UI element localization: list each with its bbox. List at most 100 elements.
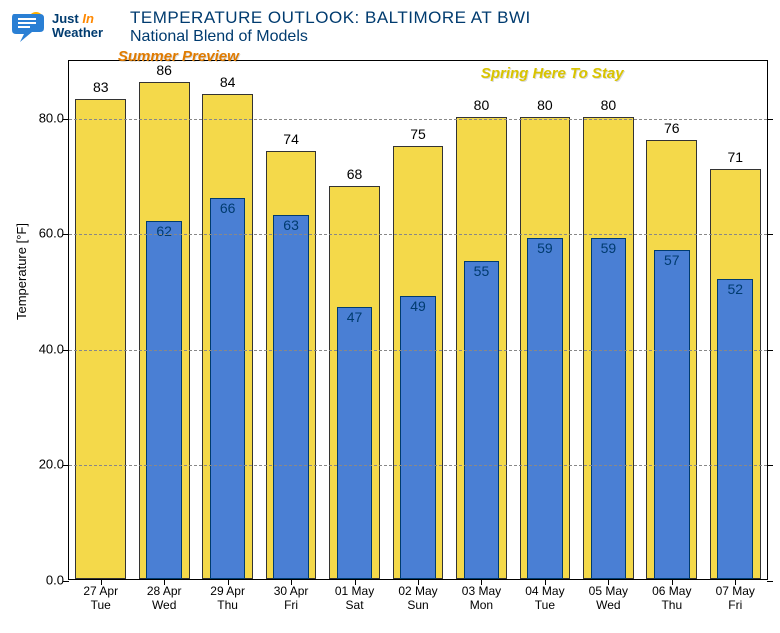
value-high: 84 [196, 74, 259, 90]
x-tick-dow: Sun [386, 599, 449, 613]
value-low: 57 [640, 252, 703, 268]
x-tick-date: 05 May [577, 585, 640, 599]
plot-area: 8327 AprTue866228 AprWed846629 AprThu746… [68, 60, 768, 580]
chart-annotation: Summer Preview [118, 48, 239, 65]
x-tick-label: 29 AprThu [196, 579, 259, 613]
x-tick-label: 05 MayWed [577, 579, 640, 613]
title-line1: TEMPERATURE OUTLOOK: BALTIMORE AT BWI [130, 8, 531, 28]
bar-low [146, 221, 182, 579]
value-high: 75 [386, 126, 449, 142]
x-tick-label: 02 MaySun [386, 579, 449, 613]
value-low: 47 [323, 309, 386, 325]
x-tick-date: 27 Apr [69, 585, 132, 599]
bar-slot: 8327 AprTue [69, 61, 132, 579]
x-tick-label: 27 AprTue [69, 579, 132, 613]
gridline [69, 465, 767, 466]
x-tick-label: 03 MayMon [450, 579, 513, 613]
bar-low [400, 296, 436, 579]
logo-text: Just In Weather [52, 12, 103, 39]
bars-container: 8327 AprTue866228 AprWed846629 AprThu746… [69, 61, 767, 579]
y-tick-mark [767, 350, 773, 351]
value-low: 59 [577, 240, 640, 256]
value-high: 80 [513, 97, 576, 113]
bar-low [464, 261, 500, 579]
bar-slot: 805904 MayTue [513, 61, 576, 579]
value-low: 62 [132, 223, 195, 239]
logo-icon [10, 6, 50, 46]
bar-low [210, 198, 246, 579]
bar-slot: 805503 MayMon [450, 61, 513, 579]
gridline [69, 119, 767, 120]
y-tick-label: 20.0 [14, 457, 64, 472]
x-tick-date: 30 Apr [259, 585, 322, 599]
bar-low [654, 250, 690, 579]
x-tick-dow: Wed [577, 599, 640, 613]
bar-slot: 765706 MayThu [640, 61, 703, 579]
bar-high [75, 99, 126, 579]
value-high: 71 [704, 149, 767, 165]
bar-slot: 866228 AprWed [132, 61, 195, 579]
value-low: 63 [259, 217, 322, 233]
value-low: 52 [704, 281, 767, 297]
bar-low [337, 307, 373, 579]
x-tick-dow: Fri [259, 599, 322, 613]
value-high: 80 [450, 97, 513, 113]
x-tick-date: 29 Apr [196, 585, 259, 599]
y-tick-label: 80.0 [14, 110, 64, 125]
logo-word-weather: Weather [52, 26, 103, 40]
x-tick-date: 03 May [450, 585, 513, 599]
x-tick-date: 04 May [513, 585, 576, 599]
bar-low [527, 238, 563, 579]
x-tick-date: 07 May [704, 585, 767, 599]
bar-low [273, 215, 309, 579]
x-tick-date: 02 May [386, 585, 449, 599]
x-tick-date: 28 Apr [132, 585, 195, 599]
x-tick-dow: Mon [450, 599, 513, 613]
value-low: 55 [450, 263, 513, 279]
bar-slot: 746330 AprFri [259, 61, 322, 579]
value-high: 76 [640, 120, 703, 136]
chart-annotation: Spring Here To Stay [481, 65, 624, 82]
y-tick-label: 40.0 [14, 341, 64, 356]
x-tick-dow: Tue [69, 599, 132, 613]
x-tick-dow: Thu [196, 599, 259, 613]
bar-slot: 715207 MayFri [704, 61, 767, 579]
value-low: 66 [196, 200, 259, 216]
gridline [69, 350, 767, 351]
y-tick-mark [767, 234, 773, 235]
bar-slot: 754902 MaySun [386, 61, 449, 579]
bar-slot: 805905 MayWed [577, 61, 640, 579]
x-tick-label: 30 AprFri [259, 579, 322, 613]
value-low: 49 [386, 298, 449, 314]
bar-slot: 846629 AprThu [196, 61, 259, 579]
x-tick-date: 01 May [323, 585, 386, 599]
x-tick-dow: Thu [640, 599, 703, 613]
value-high: 80 [577, 97, 640, 113]
x-tick-label: 28 AprWed [132, 579, 195, 613]
x-tick-label: 07 MayFri [704, 579, 767, 613]
chart-title: TEMPERATURE OUTLOOK: BALTIMORE AT BWI Na… [130, 8, 531, 46]
x-tick-label: 06 MayThu [640, 579, 703, 613]
value-low: 59 [513, 240, 576, 256]
y-tick-mark [767, 119, 773, 120]
y-tick-mark [767, 581, 773, 582]
x-tick-dow: Sat [323, 599, 386, 613]
brand-logo: Just In Weather [10, 6, 103, 46]
gridline [69, 234, 767, 235]
x-tick-dow: Tue [513, 599, 576, 613]
x-tick-label: 04 MayTue [513, 579, 576, 613]
y-tick-label: 60.0 [14, 226, 64, 241]
bar-slot: 684701 MaySat [323, 61, 386, 579]
x-tick-dow: Wed [132, 599, 195, 613]
bar-low [591, 238, 627, 579]
value-high: 83 [69, 79, 132, 95]
x-tick-dow: Fri [704, 599, 767, 613]
value-high: 68 [323, 166, 386, 182]
title-line2: National Blend of Models [130, 28, 531, 46]
y-tick-label: 0.0 [14, 573, 64, 588]
x-tick-date: 06 May [640, 585, 703, 599]
value-high: 74 [259, 131, 322, 147]
x-tick-label: 01 MaySat [323, 579, 386, 613]
bar-low [717, 279, 753, 579]
y-tick-mark [767, 465, 773, 466]
